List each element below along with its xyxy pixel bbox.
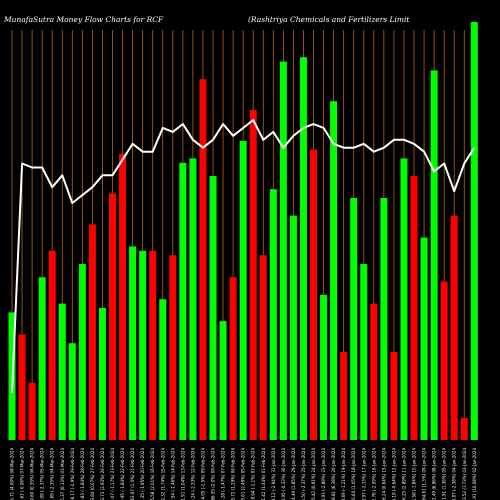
- x-tick-label: 164.49 (1.85%) 29-Jan-2024: [291, 448, 296, 500]
- bar-7: [78, 264, 86, 440]
- x-tick-labels: 155.71 (4.09%) 08-Mar-2024 149.63 (-0.06%…: [10, 448, 477, 500]
- bar-32: [330, 101, 338, 440]
- x-tick-label: 149.87 (-2.38%) 04-Jan-2024: [452, 448, 457, 500]
- x-tick-label: 162.35 (-1.95%) 20-Feb-2024: [140, 448, 145, 500]
- bar-9: [98, 308, 106, 440]
- bar-24: [249, 110, 257, 440]
- x-tick-label: 151.91 (1.36%) 05-Jan-2024: [442, 448, 447, 500]
- bar-4: [48, 250, 56, 440]
- x-tick-label: 152.69 (-2.35%) 04-Mar-2024: [50, 448, 55, 500]
- x-tick-label: 162.32 (1.74%) 15-Feb-2024: [160, 448, 165, 500]
- bar-28: [289, 215, 297, 440]
- bar-25: [259, 255, 267, 440]
- x-tick-label: 156.37 (0.13%) 01-Mar-2024: [60, 448, 65, 500]
- x-tick-label: 150.91 (10.08%) 02-Jan-2024: [472, 448, 477, 500]
- bar-29: [299, 57, 307, 440]
- bar-22: [229, 277, 237, 440]
- x-tick-label: 155.71 (4.09%) 08-Mar-2024: [10, 448, 15, 500]
- x-tick-label: 163.61 (2.49%) 05-Feb-2024: [241, 448, 246, 500]
- chart-subtitle: (Rashtriya Chemicals and Fertilizers Lim…: [248, 15, 410, 24]
- bar-10: [109, 193, 116, 440]
- x-tick-label: 164.61 (1.3%) 09-Jan-2024: [422, 448, 427, 500]
- x-tick-label: 166.24 (0.64%) 15-Jan-2024: [381, 448, 386, 500]
- x-tick-label: 158.97 (-2.33%) 17-Jan-2024: [361, 448, 366, 500]
- x-tick-label: 163.28 (-1.47%) 07-Feb-2024: [221, 448, 226, 500]
- x-tick-label: 161.42 (1.44%) 01-Feb-2024: [261, 448, 266, 500]
- x-tick-label: 162.49 (6.96%) 08-Jan-2024: [432, 448, 437, 500]
- bar-23: [239, 140, 247, 441]
- bar-45: [460, 418, 468, 440]
- bar-1: [18, 334, 26, 440]
- x-tick-label: 165.19 (-0.64%) 12-Jan-2024: [391, 448, 396, 500]
- bar-6: [68, 343, 76, 440]
- bar-13: [139, 250, 147, 440]
- x-tick-label: 166.55 (2.0%) 08-Feb-2024: [211, 448, 216, 500]
- x-tick-label: 149.60 (0.35%) 06-Mar-2024: [30, 448, 35, 500]
- x-tick-label: 162.76 (-2.09%) 16-Jan-2024: [371, 448, 376, 500]
- bar-31: [320, 294, 328, 440]
- bar-21: [219, 321, 227, 440]
- bar-39: [400, 158, 408, 440]
- bar-12: [129, 246, 137, 440]
- bar-37: [380, 198, 388, 440]
- x-tick-label: 161.91 (1.04%) 13-Feb-2024: [180, 448, 185, 500]
- bar-17: [179, 162, 187, 441]
- x-tick-label: 161.58 (-1.84%) 10-Jan-2024: [412, 448, 417, 500]
- bar-30: [310, 149, 317, 440]
- money-flow-bars: [8, 22, 478, 441]
- x-tick-label: 163.95 (-0.33%) 30-Jan-2024: [281, 448, 286, 500]
- x-tick-label: 163.73 (2.93%) 26-Feb-2024: [100, 448, 105, 500]
- x-tick-label: 168.81 (6.38%) 20-Jan-2024: [331, 448, 336, 500]
- chart-title: MunafaSutra Money Flow Charts for RCF: [3, 15, 164, 24]
- bar-19: [199, 79, 207, 440]
- bar-8: [88, 224, 96, 440]
- x-tick-label: 163.93 (-2.89%) 23-Jan-2024: [321, 448, 326, 500]
- bar-34: [350, 198, 358, 440]
- x-tick-label: 164.05 (-1.5%) 09-Feb-2024: [201, 448, 206, 500]
- bar-46: [470, 22, 478, 440]
- bar-11: [119, 154, 127, 440]
- bar-2: [28, 382, 36, 440]
- x-tick-label: 165.42 (0.91%) 24-Jan-2024: [311, 448, 316, 500]
- x-tick-label: 163.84 (0.07%) 27-Feb-2024: [90, 448, 95, 500]
- bar-15: [159, 299, 167, 440]
- bar-27: [279, 61, 287, 440]
- x-tick-label: 160.64 (1.05%) 18-Jan-2024: [351, 448, 356, 500]
- x-tick-label: 159.64 (-1.1%) 02-Feb-2024: [251, 448, 256, 500]
- x-tick-label: 159.07 (-1.17%) 23-Feb-2024: [110, 448, 115, 500]
- x-tick-label: 161.50 (-2.37%) 25-Jan-2024: [301, 448, 306, 500]
- x-tick-label: 153.52 (1.73%) 03-Jan-2024: [462, 448, 467, 500]
- bar-43: [440, 281, 448, 440]
- bar-35: [360, 264, 368, 440]
- x-tick-label: 160.83 (-1.84%) 28-Feb-2024: [80, 448, 85, 500]
- bar-3: [38, 277, 46, 440]
- x-tick-label: 163.97 (1.0%) 21-Feb-2024: [130, 448, 135, 500]
- bar-33: [340, 352, 348, 440]
- bar-16: [169, 255, 177, 440]
- x-tick-label: 149.09 (-2.37%) 05-Mar-2024: [40, 448, 45, 500]
- bar-18: [189, 158, 197, 440]
- bar-20: [209, 176, 217, 440]
- x-tick-label: 159.12 (-2.94%) 31-Jan-2024: [271, 448, 276, 500]
- x-tick-label: 149.63 (-0.06%) 07-Mar-2024: [20, 448, 25, 500]
- bar-14: [149, 250, 157, 440]
- x-tick-label: 158.69 (-1.21%) 19-Jan-2024: [341, 448, 346, 500]
- price-line: [11, 119, 476, 393]
- x-tick-label: 166.25 (2.89%) 11-Jan-2024: [402, 448, 407, 500]
- bar-36: [370, 303, 378, 440]
- x-tick-label: 165.58 (2.01%) 16-Feb-2024: [150, 448, 155, 500]
- bar-5: [58, 303, 66, 440]
- bar-44: [450, 215, 458, 440]
- bar-38: [390, 352, 398, 440]
- x-tick-label: 165.72 (1.29%) 06-Feb-2024: [231, 448, 236, 500]
- x-tick-label: 159.54 (-1.46%) 14-Feb-2024: [170, 448, 175, 500]
- x-tick-label: 160.24 (-2.33%) 12-Feb-2024: [190, 448, 195, 500]
- bar-40: [410, 176, 418, 440]
- x-tick-label: 160.95 (-1.84%) 22-Feb-2024: [120, 448, 125, 500]
- x-tick-label: 156.17 (-2.9%) 29-Feb-2024: [70, 448, 75, 500]
- bar-42: [430, 70, 438, 441]
- bar-26: [269, 189, 277, 440]
- bar-41: [420, 237, 428, 440]
